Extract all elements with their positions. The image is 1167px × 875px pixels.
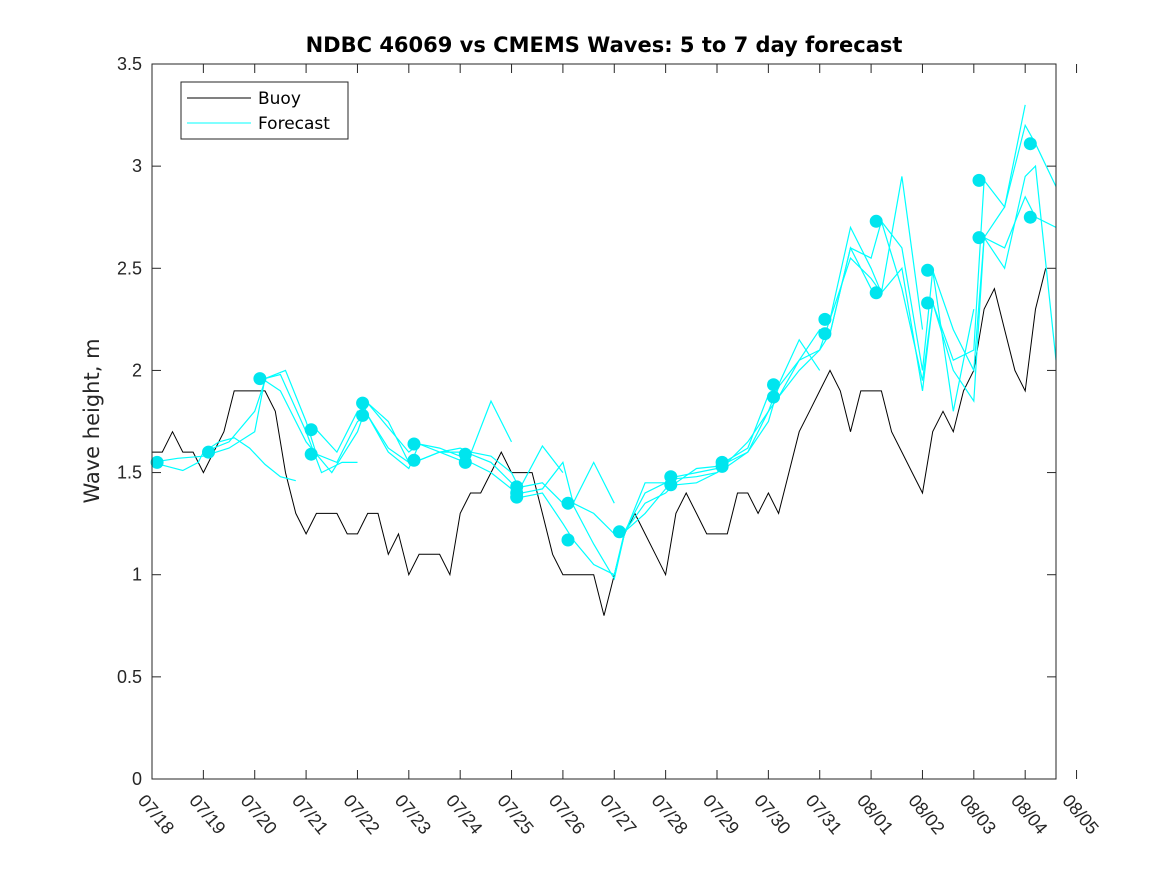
forecast-marker xyxy=(561,496,575,510)
series-line-buoy xyxy=(152,268,1047,616)
forecast-marker xyxy=(1023,137,1037,151)
series-line-forecast-run-3 xyxy=(203,379,410,474)
forecast-marker xyxy=(972,173,986,187)
y-axis-label: Wave height, m xyxy=(80,338,104,503)
y-tick-label: 1.5 xyxy=(117,463,142,483)
forecast-marker xyxy=(150,455,164,469)
series-line-forecast-run-1 xyxy=(151,437,296,482)
y-tick-label: 0 xyxy=(132,769,142,789)
plot-area: 00.511.522.533.507/18 07/19 07/20 07/21 07/2… xyxy=(117,54,1103,838)
axes-background xyxy=(152,64,1056,779)
forecast-marker xyxy=(869,214,883,228)
forecast-marker xyxy=(458,455,472,469)
forecast-marker xyxy=(767,378,780,392)
series-line-forecast-run-9 xyxy=(521,467,718,581)
forecast-marker xyxy=(767,390,780,404)
forecast-marker xyxy=(869,286,883,300)
axes-frame xyxy=(151,63,1057,780)
y-tick-label: 3.5 xyxy=(117,54,142,74)
forecast-marker xyxy=(818,327,832,341)
forecast-marker xyxy=(972,231,986,245)
legend-box xyxy=(180,81,349,140)
forecast-marker xyxy=(561,533,575,547)
legend-label-forecast: Forecast xyxy=(258,114,330,134)
y-tick-label: 1 xyxy=(132,565,142,585)
forecast-marker xyxy=(921,296,935,310)
forecast-marker xyxy=(356,408,370,422)
forecast-marker xyxy=(356,396,370,410)
forecast-marker xyxy=(1023,210,1037,224)
y-tick-label: 2 xyxy=(132,360,142,380)
y-tick-label: 0.5 xyxy=(117,667,142,687)
forecast-marker xyxy=(510,490,524,504)
forecast-marker xyxy=(304,423,318,437)
forecast-marker xyxy=(304,447,318,461)
forecast-marker xyxy=(407,453,421,467)
chart-title: NDBC 46069 vs CMEMS Waves: 5 to 7 day fo… xyxy=(306,33,903,57)
forecast-marker xyxy=(818,312,832,326)
forecast-marker xyxy=(921,263,935,277)
y-tick-label: 3 xyxy=(132,156,142,176)
series-line-forecast-run-14 xyxy=(778,219,975,412)
forecast-marker xyxy=(715,459,729,473)
forecast-marker xyxy=(202,445,215,459)
legend: Buoy Forecast xyxy=(180,81,349,140)
forecast-marker xyxy=(407,437,421,451)
series-line-forecast-run-15 xyxy=(829,104,1026,391)
legend-label-buoy: Buoy xyxy=(258,89,301,109)
series-line-forecast-run-16 xyxy=(880,123,1057,403)
forecast-marker xyxy=(253,372,267,386)
series-line-forecast-run-18 xyxy=(983,164,1057,361)
y-tick-label: 2.5 xyxy=(117,258,142,278)
forecast-marker xyxy=(612,525,626,539)
forecast-marker xyxy=(664,478,678,492)
